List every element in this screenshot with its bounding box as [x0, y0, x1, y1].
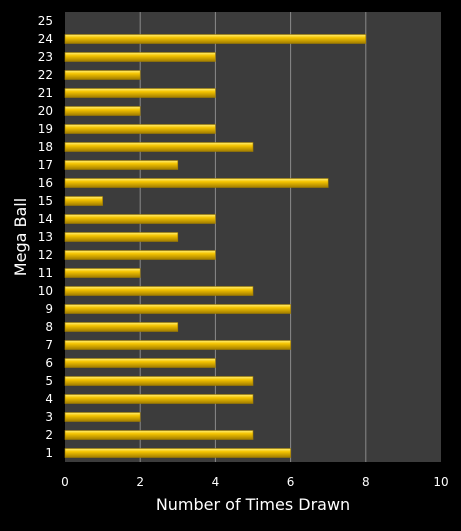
y-tick-labels: 1234567891011121314151617181920212223242…	[38, 14, 53, 460]
bar-22	[64, 70, 141, 80]
y-tick-label: 12	[38, 248, 53, 262]
y-tick-label: 22	[38, 68, 53, 82]
bar-18	[64, 142, 254, 152]
y-tick-label: 20	[38, 104, 53, 118]
y-tick-label: 23	[38, 50, 53, 64]
bar-24	[64, 34, 367, 44]
bar-16	[64, 178, 329, 188]
y-tick-label: 13	[38, 230, 53, 244]
bar-9	[64, 304, 291, 314]
bar-10	[64, 286, 254, 296]
bar-23	[64, 52, 216, 62]
x-tick-label: 8	[362, 475, 370, 489]
bar-4	[64, 394, 254, 404]
bar-7	[64, 340, 291, 350]
x-tick-label: 0	[61, 475, 69, 489]
y-tick-label: 5	[45, 374, 53, 388]
bar-19	[64, 124, 216, 134]
y-tick-label: 14	[38, 212, 53, 226]
bar-2	[64, 430, 254, 440]
bar-14	[64, 214, 216, 224]
bar-8	[64, 322, 179, 332]
y-tick-label: 25	[38, 14, 53, 28]
y-tick-label: 18	[38, 140, 53, 154]
y-tick-label: 9	[45, 302, 53, 316]
bar-17	[64, 160, 179, 170]
y-tick-label: 3	[45, 410, 53, 424]
y-tick-label: 10	[38, 284, 53, 298]
y-axis-title: Mega Ball	[11, 198, 30, 276]
x-tick-label: 10	[433, 475, 448, 489]
y-tick-label: 6	[45, 356, 53, 370]
y-tick-label: 24	[38, 32, 53, 46]
gridlines	[139, 12, 367, 462]
y-tick-label: 21	[38, 86, 53, 100]
y-tick-label: 4	[45, 392, 53, 406]
bar-6	[64, 358, 216, 368]
x-tick-label: 2	[136, 475, 144, 489]
bar-21	[64, 88, 216, 98]
x-tick-label: 4	[212, 475, 220, 489]
bar-13	[64, 232, 179, 242]
y-tick-label: 16	[38, 176, 53, 190]
y-tick-label: 17	[38, 158, 53, 172]
bar-11	[64, 268, 141, 278]
x-tick-label: 6	[287, 475, 295, 489]
bar-1	[64, 448, 291, 458]
y-tick-label: 11	[38, 266, 53, 280]
x-axis-title: Number of Times Drawn	[156, 495, 350, 514]
y-tick-label: 19	[38, 122, 53, 136]
bar-15	[64, 196, 103, 206]
bar-5	[64, 376, 254, 386]
y-tick-label: 1	[45, 446, 53, 460]
bar-20	[64, 106, 141, 116]
bar-3	[64, 412, 141, 422]
y-tick-label: 7	[45, 338, 53, 352]
y-tick-label: 15	[38, 194, 53, 208]
y-tick-label: 8	[45, 320, 53, 334]
x-tick-labels: 0 2 4 6 8 10	[61, 475, 448, 489]
bar-12	[64, 250, 216, 260]
bars	[64, 34, 367, 458]
y-tick-label: 2	[45, 428, 53, 442]
